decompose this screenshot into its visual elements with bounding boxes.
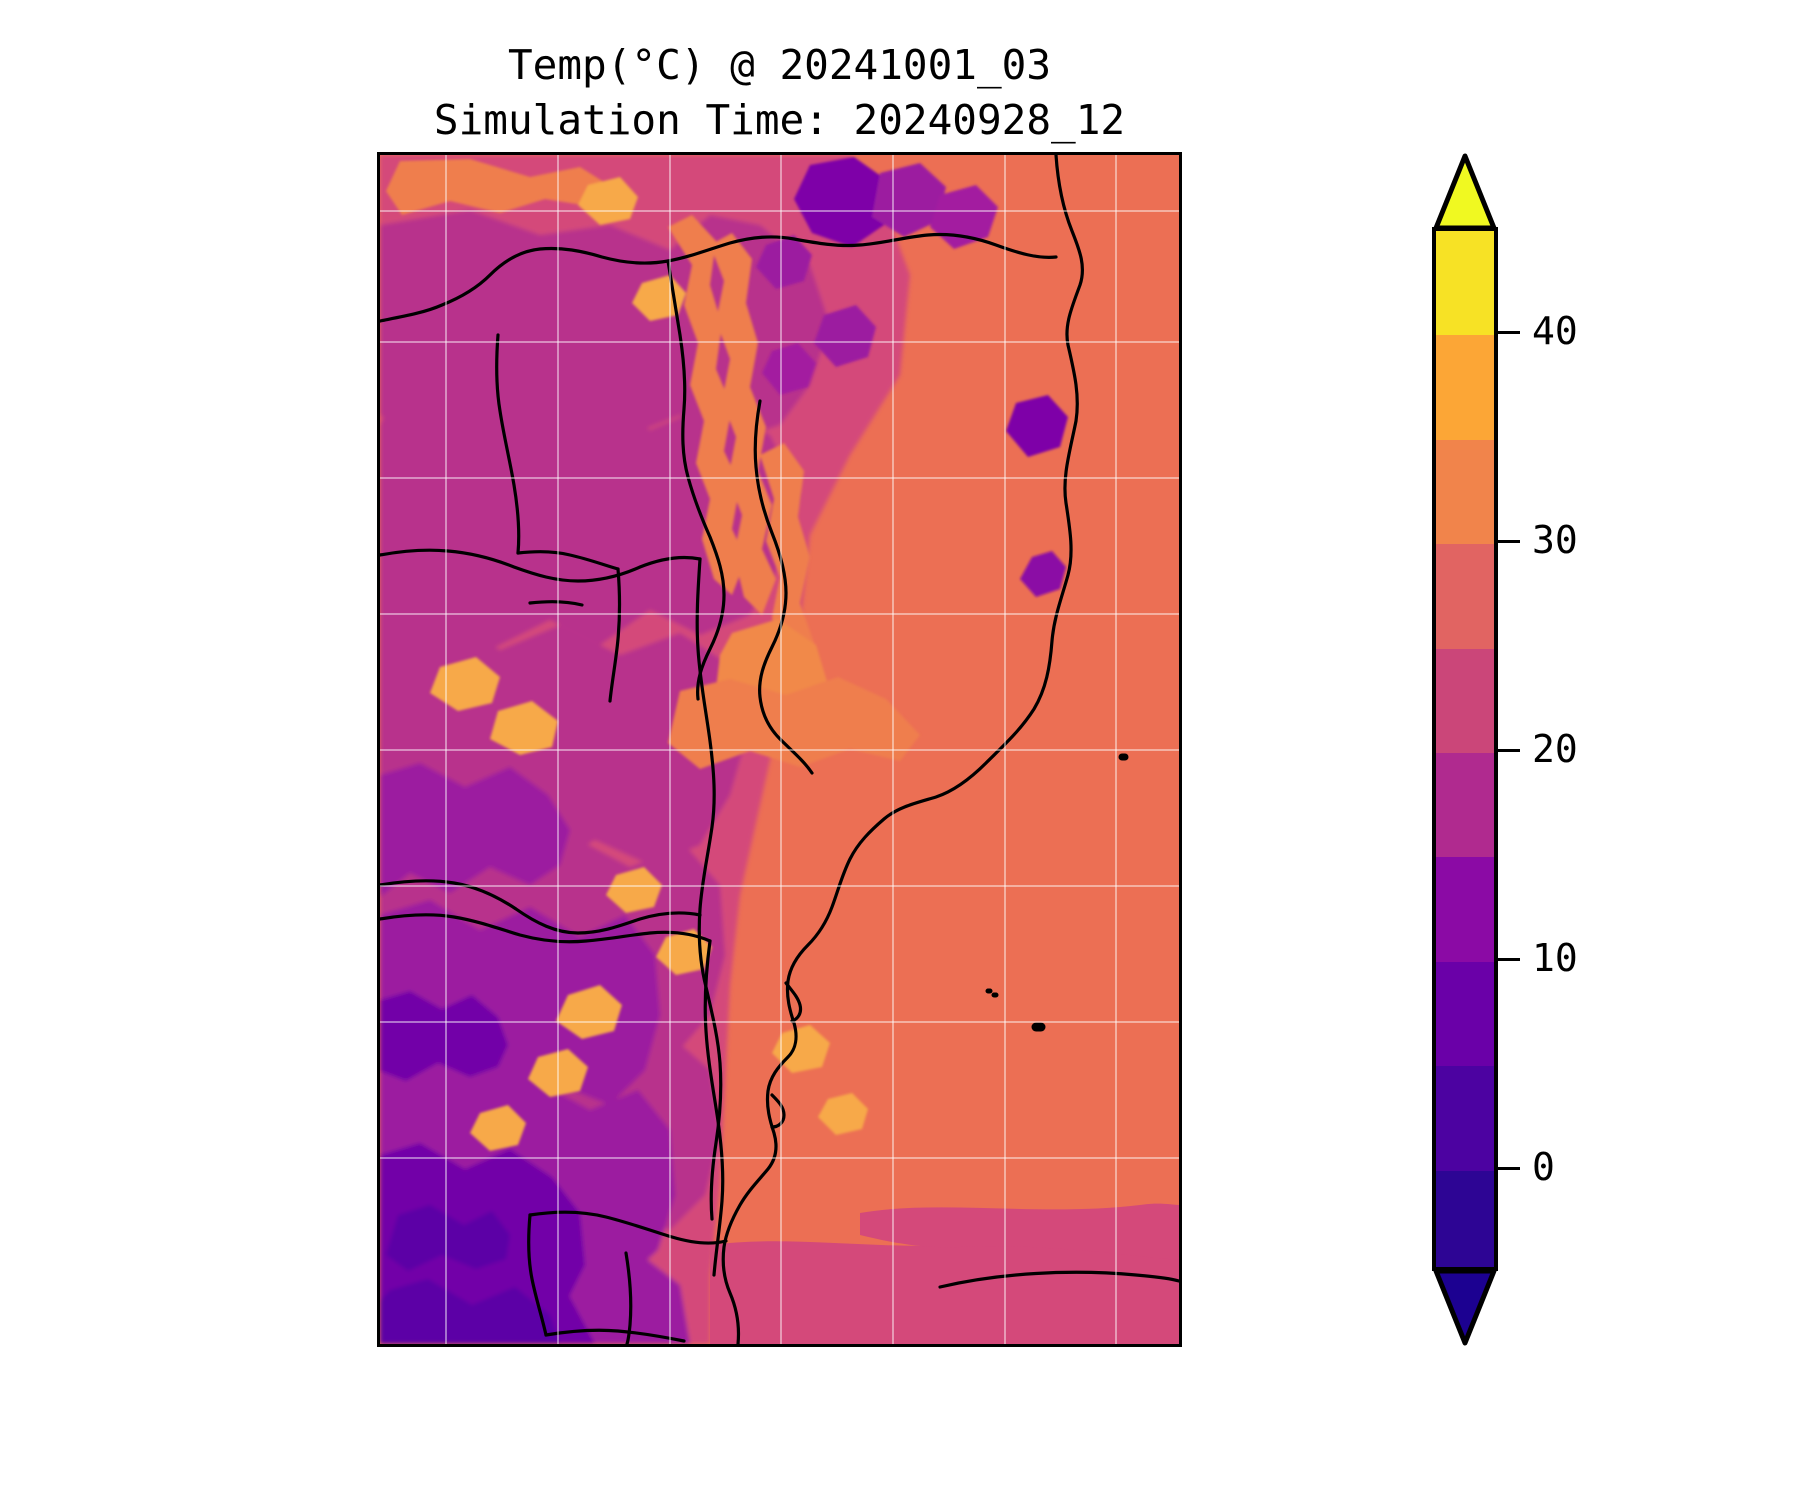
page-title: Temp(°C) @ 20241001_03 Simulation Time: … — [377, 38, 1182, 148]
colorbar-band-40-45 — [1436, 231, 1494, 336]
colorbar-tick-label: 30 — [1532, 518, 1578, 562]
colorbar-tick — [1498, 331, 1520, 334]
colorbar-tick — [1498, 1167, 1520, 1170]
temperature-contour-map — [380, 155, 1179, 1344]
colorbar-extend-bottom — [1433, 1268, 1497, 1346]
colorbar-band-15-20 — [1436, 753, 1494, 858]
map-clip — [380, 155, 1179, 1344]
colorbar-band-5-10 — [1436, 961, 1494, 1067]
colorbar-gradient[interactable] — [1432, 227, 1498, 1271]
colorbar-extend-top — [1433, 153, 1497, 231]
map-axes[interactable]: 30°E 32°E 34°E 36°E 38°E 40°E 42°E 10°S … — [377, 152, 1182, 1347]
colorbar-band-35-40 — [1436, 335, 1494, 440]
colorbar-band-20-25 — [1436, 648, 1494, 753]
colorbar-tick — [1498, 749, 1520, 752]
colorbar-band-30-35 — [1436, 439, 1494, 545]
colorbar-tick-label: 20 — [1532, 727, 1578, 771]
colorbar-tick — [1498, 958, 1520, 961]
colorbar-tick-label: 10 — [1532, 936, 1578, 980]
colorbar[interactable]: 40 30 20 10 0 — [1432, 152, 1578, 1347]
title-line-1: Temp(°C) @ 20241001_03 — [507, 41, 1052, 89]
colorbar-band-10-15 — [1436, 857, 1494, 962]
colorbar-band-25-30 — [1436, 544, 1494, 649]
colorbar-band-minus5-0 — [1436, 1170, 1494, 1267]
colorbar-tick-label: 40 — [1532, 309, 1578, 353]
colorbar-band-0-5 — [1436, 1066, 1494, 1171]
colorbar-tick — [1498, 540, 1520, 543]
colorbar-tick-label: 0 — [1532, 1145, 1555, 1189]
title-line-2: Simulation Time: 20240928_12 — [433, 95, 1126, 144]
